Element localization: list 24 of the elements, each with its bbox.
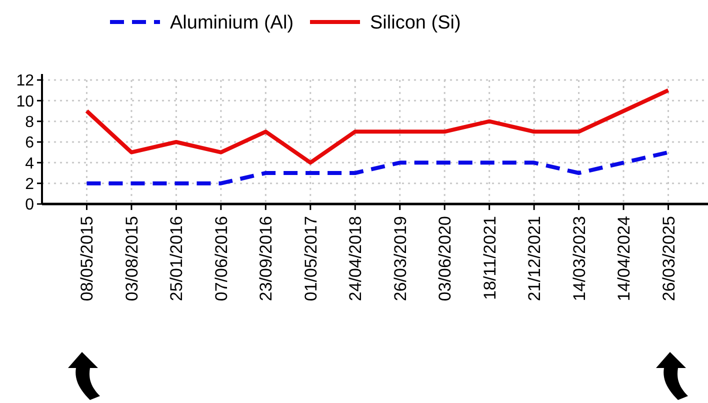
y-tick-label: 6 <box>25 134 34 152</box>
y-tick-label: 4 <box>25 155 34 172</box>
legend-label: Aluminium (Al) <box>170 12 294 34</box>
x-tick-label: 21/12/2021 <box>525 216 544 302</box>
x-tick-label: 03/06/2020 <box>436 216 455 302</box>
x-tick-label: 07/06/2016 <box>212 216 231 302</box>
y-tick-label: 8 <box>25 114 34 131</box>
x-tick-label: 26/03/2019 <box>390 216 410 302</box>
x-tick-label: 08/05/2015 <box>78 216 97 302</box>
x-tick-label: 25/01/2016 <box>167 216 186 302</box>
x-tick-label: 14/04/2024 <box>614 216 634 302</box>
y-tick-label: 0 <box>25 196 34 214</box>
line-series <box>84 88 670 165</box>
x-tick-label: 18/11/2021 <box>480 216 500 300</box>
y-tick-label: 2 <box>25 176 34 193</box>
y-tick-label: 10 <box>16 93 34 110</box>
x-tick-label: 14/03/2023 <box>570 216 589 302</box>
x-tick-label: 26/03/2025 <box>659 216 678 302</box>
x-tick-label: 03/08/2015 <box>122 216 142 302</box>
legend-label: Silicon (Si) <box>370 12 461 34</box>
y-tick-label: 12 <box>16 72 34 90</box>
x-tick-label: 24/04/2018 <box>346 216 366 302</box>
x-tick-label: 01/05/2017 <box>301 216 320 302</box>
x-tick-label: 23/09/2016 <box>256 216 276 302</box>
